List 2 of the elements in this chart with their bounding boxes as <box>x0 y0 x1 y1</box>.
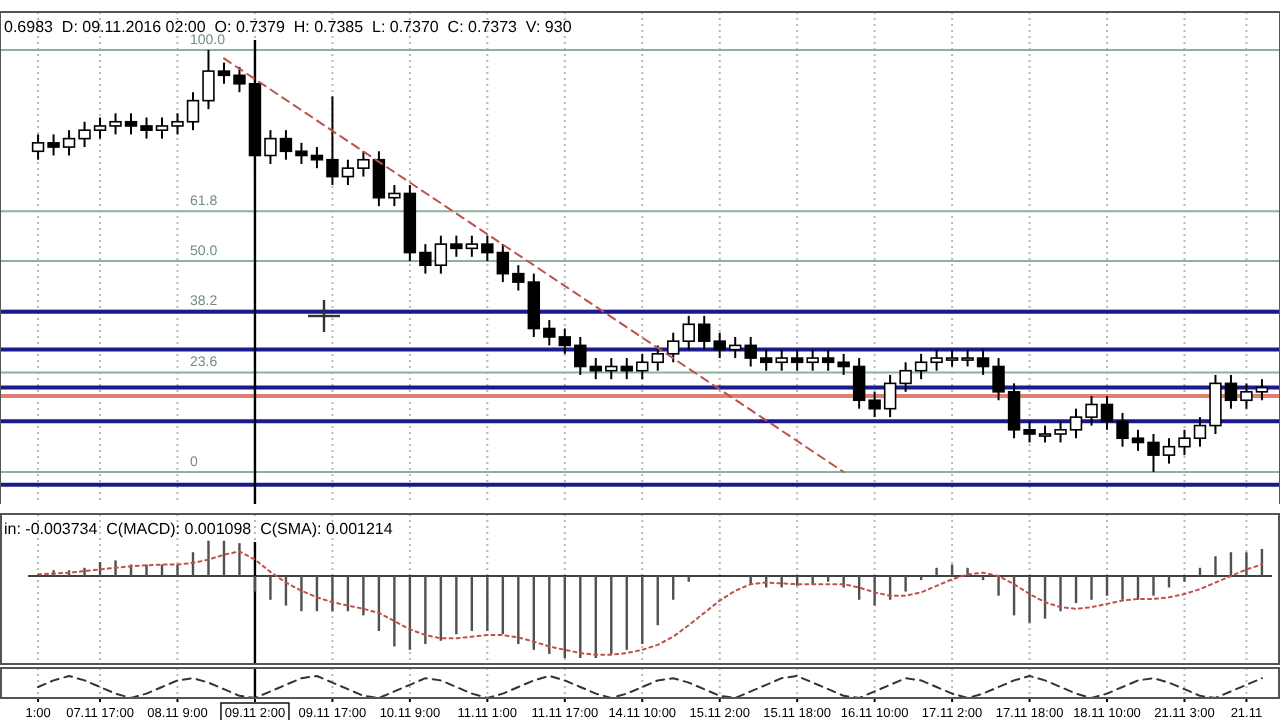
text: 0.6983 D: 09.11.2016 02:00 O: 0.7379 H: 0.7385 L: 0.7370 C: 0.7373 V: 930 <box>4 18 573 36</box>
text: in: -0.003734 C(MACD): 0.001098 C(SMA): 0.001214 <box>4 520 394 538</box>
